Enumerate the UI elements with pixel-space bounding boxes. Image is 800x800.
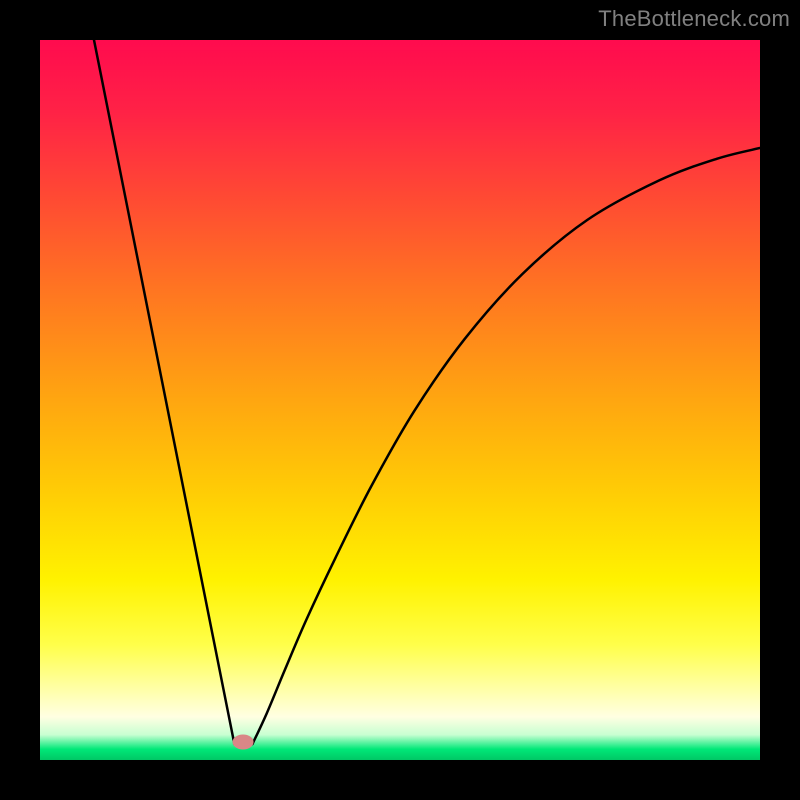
plot-area (40, 40, 760, 760)
watermark-text: TheBottleneck.com (598, 6, 790, 32)
valley-marker-dot (233, 735, 253, 749)
figure-root: TheBottleneck.com (0, 0, 800, 800)
gradient-background (40, 40, 760, 760)
bottleneck-curve-chart (40, 40, 760, 760)
